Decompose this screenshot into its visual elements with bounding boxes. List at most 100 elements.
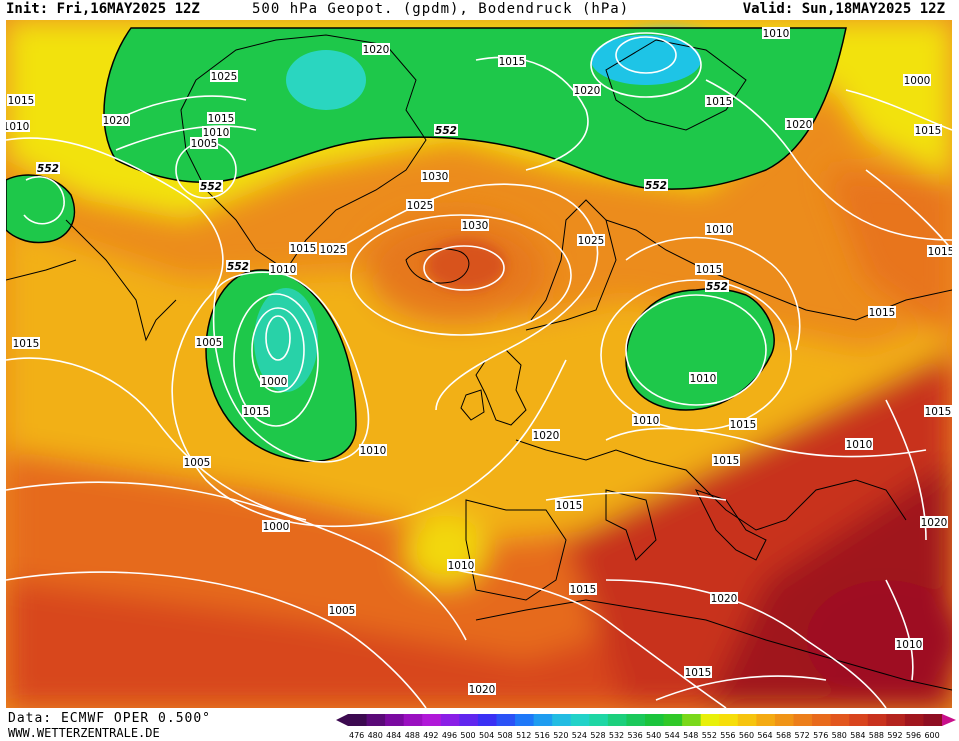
isobar-label: 1015 xyxy=(498,55,526,68)
scale-tick-label: 504 xyxy=(479,731,494,740)
scale-swatch xyxy=(385,714,405,726)
svg-text:552: 552 xyxy=(435,125,457,137)
svg-text:1015: 1015 xyxy=(730,419,757,431)
svg-text:1015: 1015 xyxy=(499,56,526,68)
isobar-label: 1015 xyxy=(712,454,740,467)
svg-text:1010: 1010 xyxy=(706,224,733,236)
scale-swatch xyxy=(366,714,386,726)
scale-tick-label: 584 xyxy=(850,731,865,740)
scale-swatch xyxy=(737,714,757,726)
svg-text:1020: 1020 xyxy=(786,119,813,131)
scale-tick-label: 580 xyxy=(832,731,847,740)
isobar-label: 1015 xyxy=(924,405,952,418)
scale-tick-label: 560 xyxy=(739,731,754,740)
isobar-label: 1020 xyxy=(710,592,738,605)
isobar-label: 1020 xyxy=(573,84,601,97)
svg-text:1005: 1005 xyxy=(196,337,223,349)
map-title: 500 hPa Geopot. (gpdm), Bodendruck (hPa) xyxy=(252,1,630,17)
isobar-label: 1015 xyxy=(914,124,942,137)
isobar-label: 1000 xyxy=(260,375,288,388)
isobar-label: 1030 xyxy=(421,170,449,183)
isobar-label: 1015 xyxy=(684,666,712,679)
scale-tick-label: 556 xyxy=(720,731,735,740)
scale-tick-label: 552 xyxy=(702,731,717,740)
svg-text:1015: 1015 xyxy=(696,264,723,276)
isobar-label: 1005 xyxy=(328,604,356,617)
svg-text:1005: 1005 xyxy=(329,605,356,617)
svg-text:1030: 1030 xyxy=(462,220,489,232)
scale-swatch xyxy=(812,714,832,726)
isobar-label: 1025 xyxy=(210,70,238,83)
scale-swatch xyxy=(626,714,646,726)
init-time: Init: Fri,16MAY2025 12Z xyxy=(6,1,200,17)
isobar-label: 1020 xyxy=(468,683,496,696)
isobar-label: 1000 xyxy=(262,520,290,533)
svg-text:1015: 1015 xyxy=(556,500,583,512)
svg-text:552: 552 xyxy=(200,181,222,193)
isobar-label: 1010 xyxy=(6,120,30,133)
svg-text:1015: 1015 xyxy=(243,406,270,418)
height-label-552: 552 xyxy=(644,179,668,192)
isobar-label: 1025 xyxy=(577,234,605,247)
svg-text:1010: 1010 xyxy=(203,127,230,139)
scale-tick-label: 532 xyxy=(609,731,624,740)
svg-text:1025: 1025 xyxy=(407,200,434,212)
scale-swatch xyxy=(496,714,516,726)
svg-text:1015: 1015 xyxy=(915,125,942,137)
isobar-label: 1020 xyxy=(785,118,813,131)
svg-text:1015: 1015 xyxy=(290,243,317,255)
scale-tick-label: 480 xyxy=(368,731,383,740)
svg-text:1025: 1025 xyxy=(578,235,605,247)
isobar-label: 1020 xyxy=(102,114,130,127)
svg-text:1025: 1025 xyxy=(211,71,238,83)
svg-text:552: 552 xyxy=(645,180,667,192)
svg-text:1000: 1000 xyxy=(261,376,288,388)
isobar-label: 1015 xyxy=(207,112,235,125)
svg-text:1015: 1015 xyxy=(570,584,597,596)
weather-map: 1015101010201025101510101005100010201015… xyxy=(6,20,952,708)
svg-text:1020: 1020 xyxy=(103,115,130,127)
isobar-label: 1015 xyxy=(555,499,583,512)
isobar-label: 1000 xyxy=(903,74,931,87)
isobar-label: 1005 xyxy=(195,336,223,349)
scale-arrow-left xyxy=(336,714,348,726)
scale-tick-label: 520 xyxy=(553,731,568,740)
isobar-label: 1015 xyxy=(729,418,757,431)
svg-text:1015: 1015 xyxy=(869,307,896,319)
height-label-552: 552 xyxy=(36,162,60,175)
isobar-label: 1020 xyxy=(920,516,948,529)
svg-text:1015: 1015 xyxy=(925,406,952,418)
svg-text:1020: 1020 xyxy=(921,517,948,529)
low-europe xyxy=(625,288,775,411)
isobar-label: 1010 xyxy=(447,559,475,572)
isobar-label: 1015 xyxy=(569,583,597,596)
isobar-label: 1005 xyxy=(183,456,211,469)
svg-text:1010: 1010 xyxy=(690,373,717,385)
svg-text:1015: 1015 xyxy=(928,246,952,258)
scale-tick-label: 500 xyxy=(460,731,475,740)
svg-text:1010: 1010 xyxy=(896,639,923,651)
color-scale-legend: 476 480 484 488 492 496 500 504 508 512 516 520 524 5… xyxy=(336,714,956,740)
scale-tick-label: 524 xyxy=(572,731,587,740)
height-contour-labels: 552 552 552 552 552 552 xyxy=(36,124,729,293)
scale-tick-label: 544 xyxy=(665,731,680,740)
scale-swatch xyxy=(700,714,720,726)
scale-swatch xyxy=(552,714,572,726)
svg-text:1010: 1010 xyxy=(763,28,790,40)
isobar-label: 1010 xyxy=(845,438,873,451)
valid-time: Valid: Sun,18MAY2025 12Z xyxy=(742,1,945,17)
svg-text:1005: 1005 xyxy=(191,138,218,150)
svg-text:1020: 1020 xyxy=(533,430,560,442)
height-label-552: 552 xyxy=(434,124,458,137)
scale-tick-label: 508 xyxy=(498,731,513,740)
scale-tick-label: 516 xyxy=(535,731,550,740)
svg-text:1010: 1010 xyxy=(448,560,475,572)
scale-arrow-right xyxy=(942,714,956,726)
scale-tick-label: 540 xyxy=(646,731,661,740)
isobar-label: 1010 xyxy=(762,27,790,40)
height-label-552: 552 xyxy=(705,280,729,293)
scale-swatch xyxy=(774,714,794,726)
svg-text:552: 552 xyxy=(227,261,249,273)
greenland-core xyxy=(286,50,366,110)
scale-swatch xyxy=(348,714,368,726)
